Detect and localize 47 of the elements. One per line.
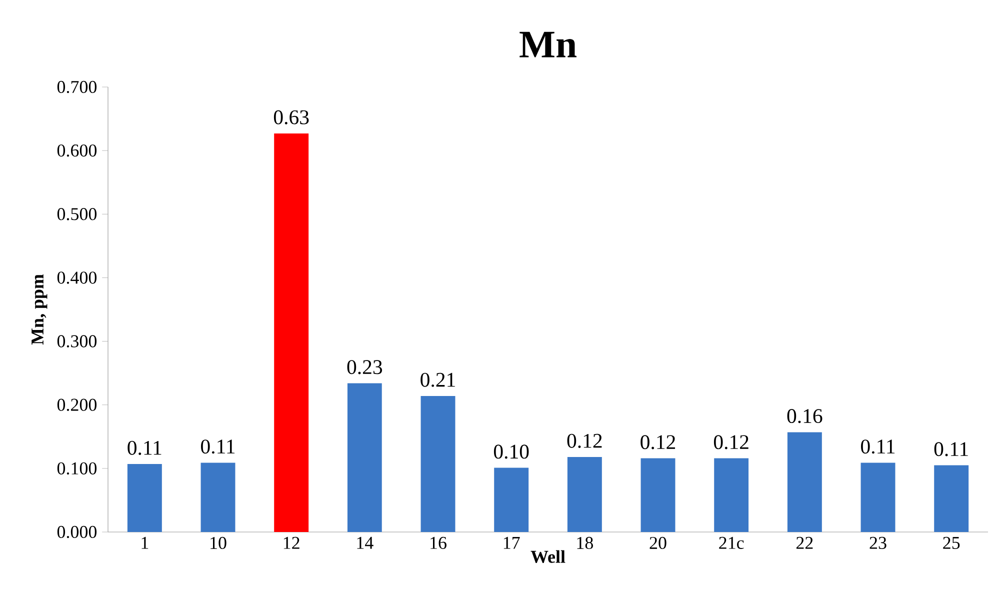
bar: [420, 396, 456, 532]
data-label: 0.12: [567, 434, 602, 448]
data-label: 0.12: [640, 435, 676, 450]
bar: [567, 456, 602, 532]
x-tick-label: 22: [796, 536, 813, 549]
y-tick-label: 0.500: [57, 208, 97, 220]
y-tick-label: 0.400: [57, 272, 97, 284]
x-tick-label: 20: [650, 536, 666, 550]
x-tick-label: 10: [210, 536, 226, 550]
data-label: 0.23: [347, 360, 382, 374]
bar: [200, 462, 236, 532]
y-tick-label: 0.200: [57, 398, 97, 411]
bar: [127, 464, 162, 532]
data-label: 0.21: [420, 372, 455, 387]
y-tick-label: 0.600: [57, 144, 97, 157]
bar: [787, 432, 822, 532]
data-label: 0.11: [201, 440, 235, 454]
data-label: 0.16: [787, 409, 822, 424]
y-tick-label: 0.300: [57, 335, 97, 348]
x-axis-title: Well: [530, 550, 566, 563]
y-tick-label: 0.000: [57, 526, 97, 538]
bar: [640, 458, 676, 532]
x-tick-label: 12: [284, 536, 300, 549]
chart-title: Mn: [520, 32, 576, 58]
data-label: 0.63: [274, 110, 309, 124]
bar: [494, 468, 529, 532]
data-label: 0.11: [128, 440, 162, 455]
bar: [860, 462, 896, 532]
y-tick-label: 0.700: [57, 80, 97, 94]
y-axis-title: Mn, ppm: [32, 274, 48, 345]
x-tick-label: 18: [577, 536, 593, 550]
x-tick-label: 1: [142, 536, 148, 549]
data-label: 0.12: [714, 435, 748, 450]
x-tick-label: 14: [357, 536, 374, 549]
bar: [274, 133, 309, 532]
data-label: 0.11: [934, 442, 968, 456]
x-tick-label: 17: [504, 536, 520, 549]
data-label: 0.11: [861, 440, 895, 454]
y-tick-label: 0.100: [57, 462, 97, 475]
x-tick-label: 25: [943, 536, 960, 549]
bar: [714, 458, 749, 532]
bar: [347, 383, 382, 532]
bar: [934, 465, 969, 532]
data-label: 0.10: [494, 444, 529, 459]
x-tick-label: 21c: [719, 536, 744, 549]
x-tick-label: 23: [870, 536, 886, 549]
x-tick-label: 16: [430, 536, 446, 549]
